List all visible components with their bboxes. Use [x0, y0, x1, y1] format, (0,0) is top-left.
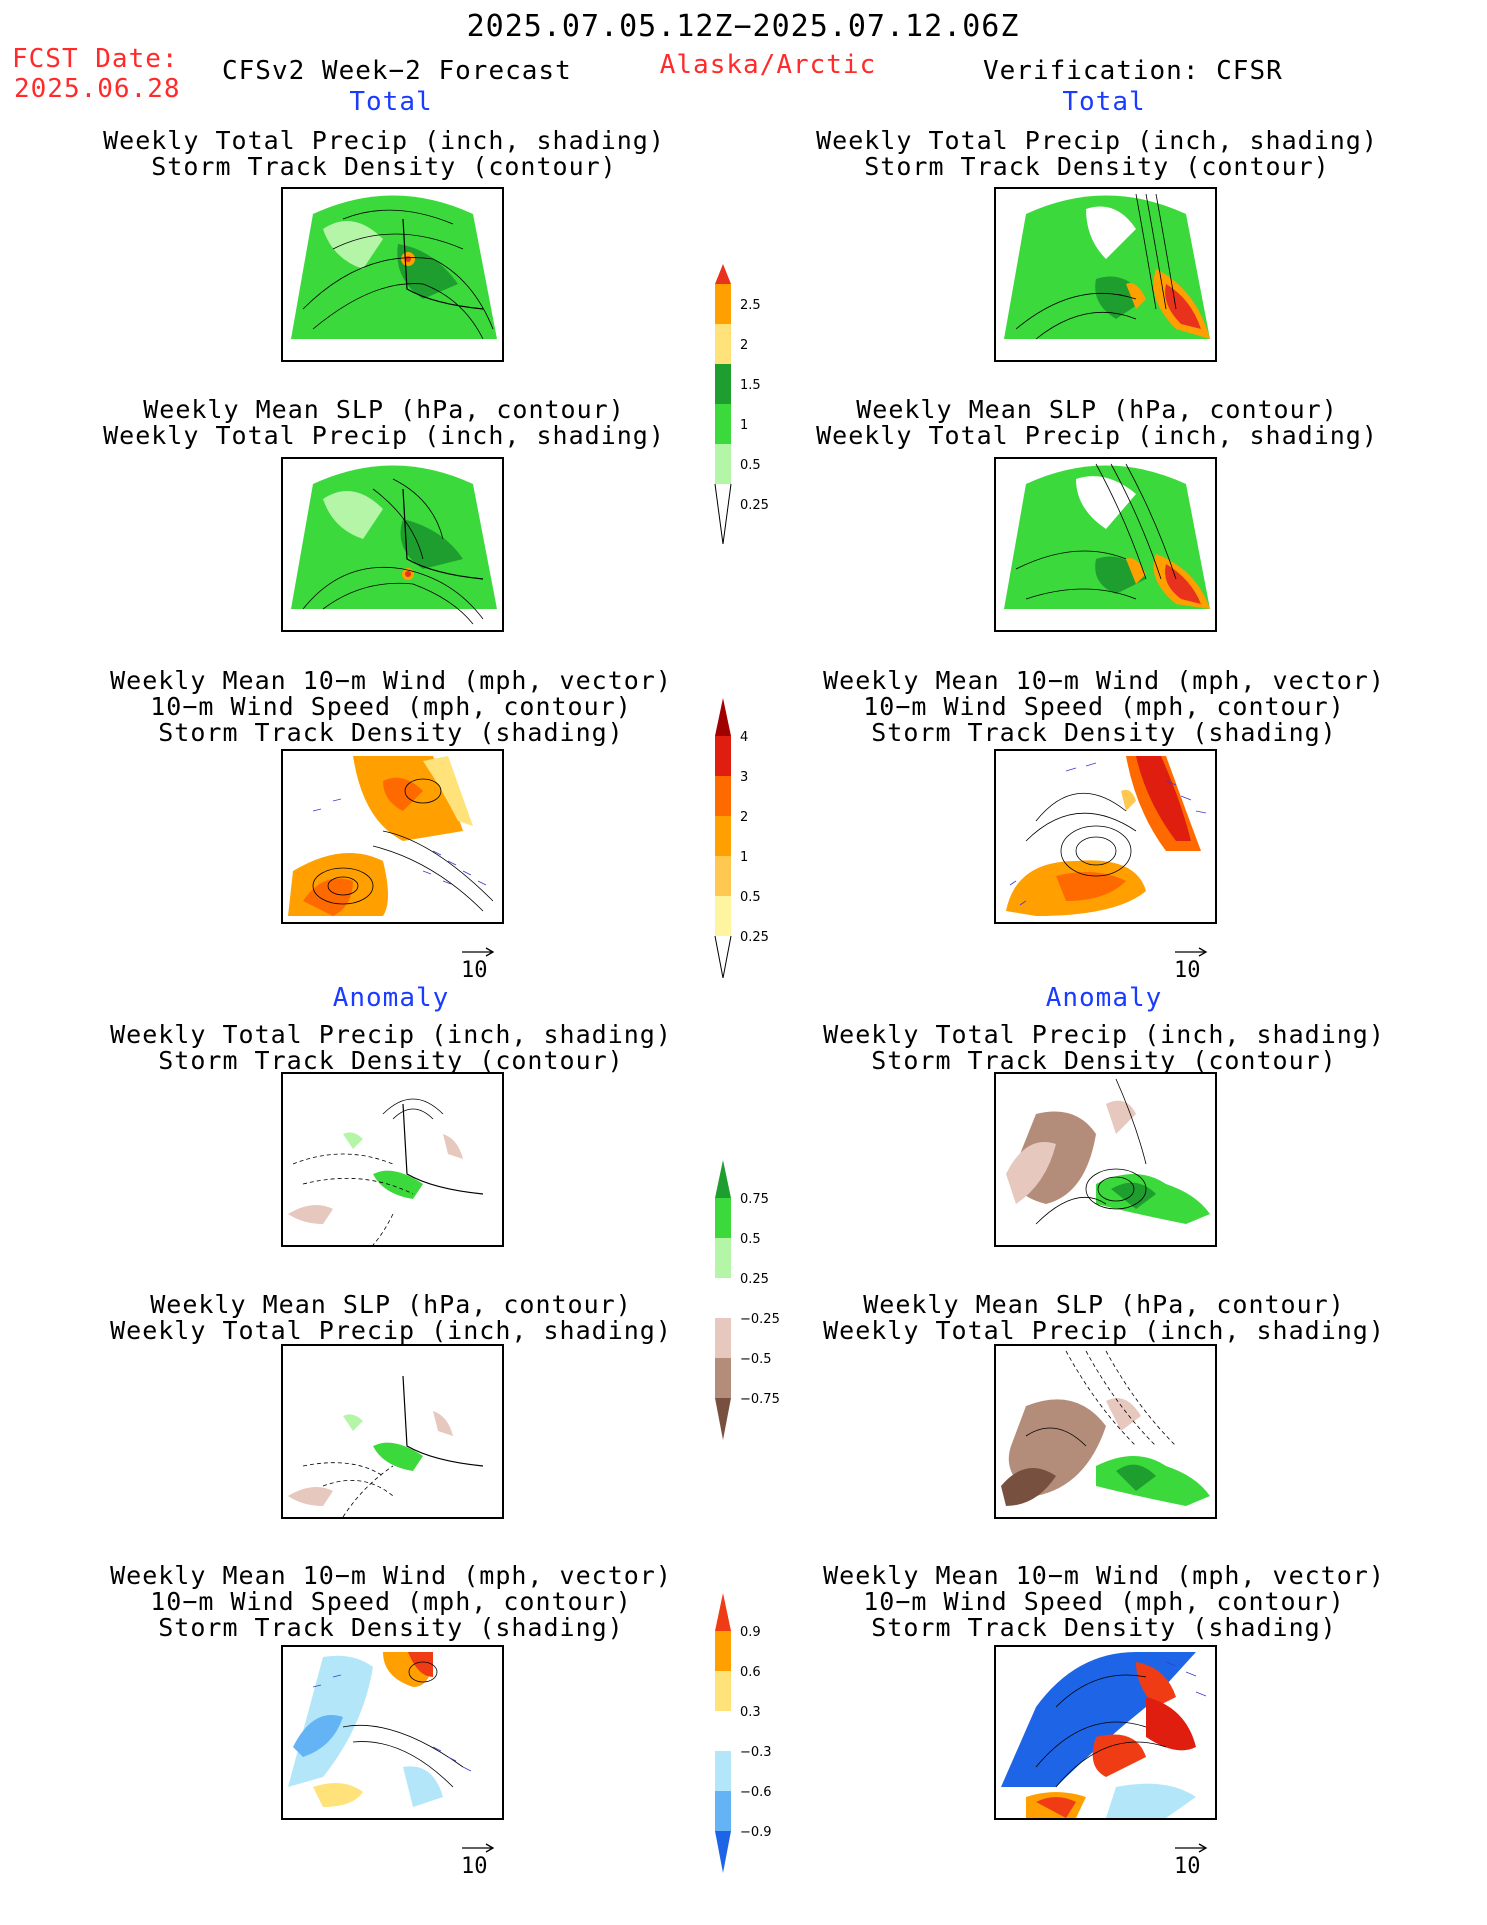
colorbar-precip-total: 2.5 2 1.5 1 0.5 0.25: [708, 264, 788, 545]
cbar-label: 0.5: [740, 458, 761, 473]
section-total-right: Total: [1062, 87, 1146, 117]
colorbar-storm-total: 4 3 2 1 0.5 0.25: [708, 698, 788, 979]
map-precip-storm-total-verification: [994, 187, 1217, 362]
map-slp-precip-total-forecast: [281, 457, 504, 632]
map-wind-storm-total-verification: [994, 749, 1217, 924]
map-precip-storm-total-forecast: [281, 187, 504, 362]
region-title: Alaska/Arctic: [659, 50, 877, 80]
title-precip-storm-anom-verif: Weekly Total Precip (inch, shading) Stor…: [823, 1020, 1385, 1075]
cbar-label: −0.3: [740, 1745, 772, 1760]
cbar-label: 4: [740, 730, 749, 745]
title-wind-storm-total-verif: Weekly Mean 10−m Wind (mph, vector) 10−m…: [823, 666, 1385, 747]
cbar-label: 0.25: [740, 498, 769, 513]
title-precip-storm-anom-fcst: Weekly Total Precip (inch, shading) Stor…: [110, 1020, 672, 1075]
map-slp-precip-anomaly-verification: [994, 1344, 1217, 1519]
cbar-label: −0.75: [740, 1392, 780, 1407]
map-wind-storm-anomaly-forecast: [281, 1645, 504, 1820]
fcst-date-label: FCST Date:: [12, 44, 179, 74]
title-slp-precip-total-verif: Weekly Mean SLP (hPa, contour) Weekly To…: [816, 395, 1378, 450]
reference-vector-anomaly-forecast: 10: [461, 1842, 495, 1879]
title-slp-precip-anom-verif: Weekly Mean SLP (hPa, contour) Weekly To…: [823, 1290, 1385, 1345]
cbar-label: 1: [740, 418, 749, 433]
forecast-period: 2025.07.05.12Z−2025.07.12.06Z: [466, 9, 1020, 44]
reference-vector-total-forecast: 10: [461, 946, 495, 983]
section-total-left: Total: [349, 87, 433, 117]
section-anomaly-right: Anomaly: [1045, 983, 1163, 1013]
verification-title: Verification: CFSR: [983, 56, 1283, 86]
fcst-date-value: 2025.06.28: [14, 74, 181, 104]
title-wind-storm-total-fcst: Weekly Mean 10−m Wind (mph, vector) 10−m…: [110, 666, 672, 747]
colorbar-precip-anomaly: 0.75 0.5 0.25 −0.25 −0.5 −0.75: [708, 1160, 788, 1440]
map-slp-precip-anomaly-forecast: [281, 1344, 504, 1519]
title-precip-storm-total-verif: Weekly Total Precip (inch, shading) Stor…: [816, 126, 1378, 181]
cbar-label: 0.25: [740, 1272, 769, 1287]
arrow-right-icon: [1175, 1843, 1208, 1853]
title-slp-precip-total-fcst: Weekly Mean SLP (hPa, contour) Weekly To…: [103, 395, 665, 450]
title-wind-storm-anom-fcst: Weekly Mean 10−m Wind (mph, vector) 10−m…: [110, 1561, 672, 1642]
arrow-right-icon: [462, 1843, 495, 1853]
cbar-label: 1.5: [740, 378, 761, 393]
reference-vector-anomaly-verification: 10: [1174, 1842, 1208, 1879]
colorbar-storm-anomaly: 0.9 0.6 0.3 −0.3 −0.6 −0.9: [708, 1593, 788, 1873]
title-wind-storm-anom-verif: Weekly Mean 10−m Wind (mph, vector) 10−m…: [823, 1561, 1385, 1642]
map-precip-storm-anomaly-verification: [994, 1072, 1217, 1247]
cbar-label: −0.9: [740, 1825, 772, 1840]
cbar-label: 2: [740, 810, 749, 825]
cbar-label: 0.5: [740, 1232, 761, 1247]
cbar-label: 0.75: [740, 1192, 769, 1207]
title-slp-precip-anom-fcst: Weekly Mean SLP (hPa, contour) Weekly To…: [110, 1290, 672, 1345]
arrow-right-icon: [1175, 947, 1208, 957]
cbar-label: 3: [740, 770, 749, 785]
section-anomaly-left: Anomaly: [332, 983, 450, 1013]
reference-vector-total-verification: 10: [1174, 946, 1208, 983]
cbar-label: 0.5: [740, 890, 761, 905]
model-title: CFSv2 Week−2 Forecast: [222, 56, 572, 86]
map-precip-storm-anomaly-forecast: [281, 1072, 504, 1247]
cbar-label: −0.6: [740, 1785, 772, 1800]
cbar-label: 0.3: [740, 1705, 761, 1720]
map-wind-storm-anomaly-verification: [994, 1645, 1217, 1820]
map-slp-precip-total-verification: [994, 457, 1217, 632]
cbar-label: 2: [740, 338, 749, 353]
map-wind-storm-total-forecast: [281, 749, 504, 924]
cbar-label: 1: [740, 850, 749, 865]
cbar-label: −0.25: [740, 1312, 780, 1327]
cbar-label: 0.6: [740, 1665, 761, 1680]
cbar-label: 0.25: [740, 930, 769, 945]
cbar-label: −0.5: [740, 1352, 772, 1367]
arrow-right-icon: [462, 947, 495, 957]
cbar-label: 0.9: [740, 1625, 761, 1640]
cbar-label: 2.5: [740, 298, 761, 313]
title-precip-storm-total-fcst: Weekly Total Precip (inch, shading) Stor…: [103, 126, 665, 181]
